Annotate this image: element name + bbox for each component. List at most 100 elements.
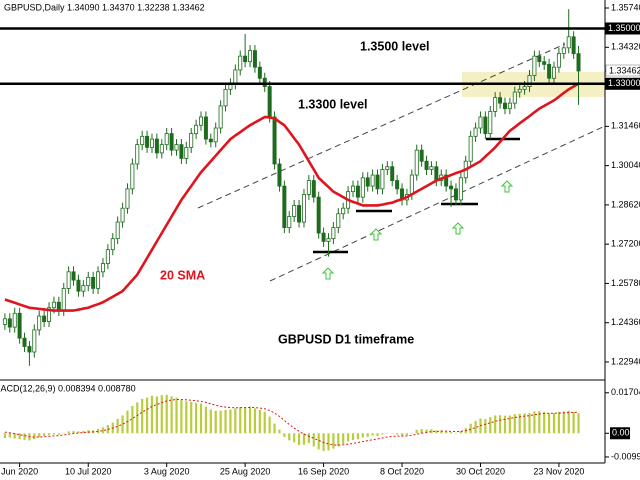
- macd-bar: [494, 415, 497, 434]
- candle-body: [174, 144, 179, 151]
- candle-body: [194, 124, 199, 134]
- channel-upper: [197, 43, 566, 209]
- macd-bar: [101, 427, 105, 434]
- macd-bar: [234, 408, 237, 434]
- macd-bar: [131, 405, 134, 434]
- plot-layer: [2, 9, 581, 452]
- candle-body: [414, 149, 419, 176]
- macd-bar: [361, 433, 364, 438]
- level-axis-label: 1.33000: [608, 78, 640, 88]
- candle-body: [125, 188, 130, 209]
- candle-body: [17, 312, 22, 339]
- macd-bar: [430, 429, 433, 434]
- macd-zero-box: [610, 427, 630, 440]
- candle-body: [409, 174, 414, 195]
- macd-bar: [263, 411, 266, 434]
- x-tick-label: 23 Nov 2020: [533, 466, 584, 476]
- candle-body: [130, 163, 135, 190]
- candle-body: [81, 285, 86, 292]
- macd-bar: [283, 433, 286, 437]
- macd-bar: [474, 420, 477, 434]
- macd-bar: [342, 433, 345, 444]
- macd-bar: [8, 433, 11, 438]
- macd-bar: [405, 433, 409, 436]
- macd-bar: [503, 415, 507, 434]
- candle-body: [331, 227, 336, 240]
- x-tick-label: 8 Oct 2020: [380, 466, 424, 476]
- macd-bar: [82, 430, 85, 434]
- candle-body: [552, 66, 557, 79]
- macd-bar: [567, 410, 570, 434]
- timeframe-annotation: GBPUSD D1 timeframe: [278, 332, 414, 346]
- macd-bar: [454, 432, 458, 434]
- macd-bar: [224, 409, 227, 434]
- candle-body: [154, 138, 159, 154]
- macd-bar: [337, 433, 340, 447]
- macd-bar: [57, 433, 60, 435]
- candle-body: [149, 138, 154, 148]
- sma-label: 20 SMA: [160, 268, 205, 282]
- candle-body: [365, 177, 370, 187]
- arrows: [321, 180, 514, 280]
- macd-bar: [3, 433, 7, 439]
- macd-bar: [204, 406, 208, 434]
- candle-body: [434, 166, 439, 181]
- macd-bar: [77, 431, 80, 434]
- macd-bar: [381, 433, 384, 435]
- candle-body: [199, 116, 204, 126]
- macd-bar: [528, 413, 531, 434]
- candle-body: [395, 180, 400, 190]
- macd-bar: [543, 411, 546, 434]
- candle-body: [537, 55, 542, 63]
- macd-bar: [327, 433, 330, 451]
- candle-body: [571, 36, 576, 55]
- macd-bar: [248, 406, 252, 434]
- channel-lower: [269, 125, 606, 282]
- macd-bar: [312, 433, 315, 447]
- macd-bar: [209, 409, 212, 434]
- macd-bar: [548, 413, 551, 434]
- macd-bar: [557, 411, 561, 434]
- candle-body: [51, 301, 56, 309]
- up-arrow: [321, 267, 335, 280]
- candle-body: [341, 207, 346, 215]
- macd-bar: [170, 396, 173, 434]
- candle-body: [375, 174, 380, 190]
- candle-body: [355, 185, 360, 198]
- macd-bar: [351, 433, 355, 440]
- candle-body: [512, 91, 517, 104]
- candle-body: [248, 50, 253, 63]
- candle-body: [419, 149, 424, 162]
- x-tick-label: 10 Jul 2020: [65, 466, 112, 476]
- candle-body: [145, 135, 150, 148]
- candle-body: [301, 193, 306, 223]
- y-tick-label: 1.27200: [611, 239, 640, 249]
- macd-bar: [440, 430, 443, 434]
- candle-body: [360, 177, 365, 198]
- candle-body: [321, 232, 326, 242]
- sma-line: [4, 82, 580, 312]
- macd-bar: [121, 415, 124, 434]
- macd-bar: [219, 410, 222, 434]
- macd-bar: [38, 433, 41, 438]
- macd-bar: [415, 429, 418, 434]
- candle-body: [370, 174, 375, 187]
- macd-bar: [400, 433, 404, 436]
- macd-bar: [518, 413, 521, 434]
- macd-bar: [459, 430, 462, 434]
- candle-body: [233, 69, 238, 85]
- candle-body: [566, 36, 571, 49]
- candle-body: [135, 144, 140, 165]
- macd-bar: [302, 433, 306, 445]
- candle-body: [252, 50, 257, 68]
- y-tick-label: 1.30040: [611, 160, 640, 170]
- macd-bar: [562, 411, 565, 434]
- macd-bar: [195, 402, 198, 434]
- candle-body: [429, 166, 434, 170]
- candle-body: [189, 133, 194, 148]
- macd-bar: [67, 431, 70, 434]
- candle-body: [105, 249, 110, 264]
- macd-bar: [62, 432, 65, 434]
- macd-bar: [165, 394, 168, 434]
